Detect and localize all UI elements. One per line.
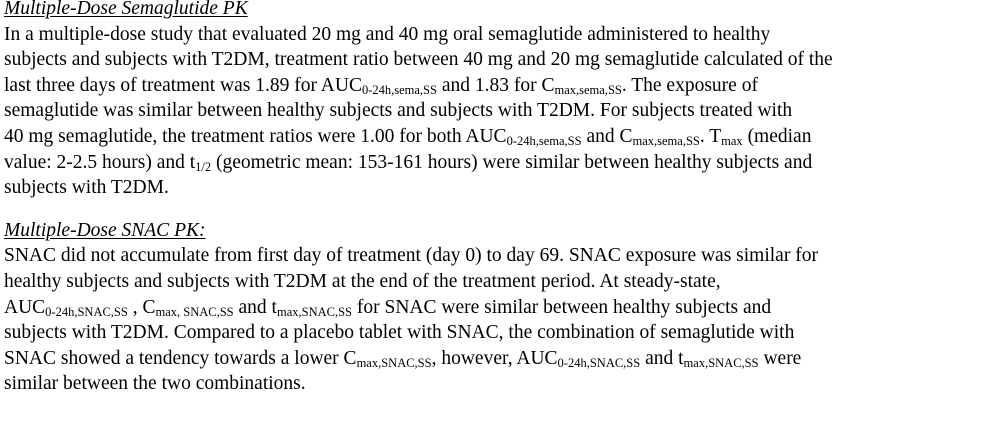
text-line: 40 mg semaglutide, the treatment ratios …: [4, 124, 984, 150]
text-line: SNAC did not accumulate from first day o…: [4, 243, 984, 269]
text-run: similar between the two combinations.: [4, 373, 306, 395]
subscript: 0-24h,sema,SS: [361, 82, 437, 97]
text-run: and C: [581, 125, 633, 147]
text-line: SNAC showed a tendency towards a lower C…: [4, 346, 984, 372]
text-line: similar between the two combinations.: [4, 371, 984, 397]
text-run: subjects with T2DM.: [4, 177, 169, 199]
text-run: semaglutide was similar between healthy …: [4, 100, 793, 122]
text-line: last three days of treatment was 1.89 fo…: [4, 73, 984, 99]
text-run: AUC: [4, 296, 46, 318]
text-run: were: [758, 347, 802, 369]
subscript: 0-24h,SNAC,SS: [45, 304, 128, 319]
subscript: max,sema,SS: [554, 82, 622, 97]
text-run: (geometric mean: 153-161 hours) were sim…: [211, 151, 813, 173]
text-line: AUC0-24h,SNAC,SS , Cmax, SNAC,SS and tma…: [4, 295, 984, 321]
text-run: 40 mg semaglutide, the treatment ratios …: [4, 125, 507, 147]
text-line: subjects with T2DM.: [4, 175, 984, 201]
text-run: (median: [742, 125, 812, 147]
subscript: 0-24h,SNAC,SS: [557, 355, 641, 370]
text-run: . The exposure of: [621, 74, 758, 96]
text-run: subjects with T2DM. Compared to a placeb…: [4, 322, 795, 344]
text-run: subjects and subjects with T2DM, treatme…: [4, 49, 833, 71]
document-page: Multiple-Dose Semaglutide PK In a multip…: [4, 0, 984, 397]
text-run: and t: [233, 296, 277, 318]
paragraph-semaglutide-pk: In a multiple-dose study that evaluated …: [4, 22, 984, 201]
subscript: 0-24h,sema,SS: [506, 133, 582, 148]
text-run: , C: [127, 296, 156, 318]
text-line: subjects with T2DM. Compared to a placeb…: [4, 320, 984, 346]
text-run: In a multiple-dose study that evaluated …: [4, 23, 771, 45]
subscript: 1/2: [195, 159, 212, 174]
text-run: , however, AUC: [431, 347, 558, 369]
section-heading-semaglutide-pk: Multiple-Dose Semaglutide PK: [4, 0, 248, 19]
text-line: subjects and subjects with T2DM, treatme…: [4, 47, 984, 73]
text-run: for SNAC were similar between healthy su…: [352, 296, 772, 318]
paragraph-spacer: [4, 201, 984, 218]
paragraph-snac-pk: SNAC did not accumulate from first day o…: [4, 243, 984, 397]
text-run: . T: [699, 125, 722, 147]
subscript: max,SNAC,SS: [683, 355, 759, 370]
section-heading-snac-pk: Multiple-Dose SNAC PK:: [4, 219, 206, 241]
text-run: last three days of treatment was 1.89 fo…: [4, 74, 362, 96]
text-run: and 1.83 for C: [436, 74, 555, 96]
subscript: max,sema,SS: [632, 133, 700, 148]
text-run: value: 2-2.5 hours) and t: [4, 151, 196, 173]
subscript: max: [721, 133, 743, 148]
text-line: In a multiple-dose study that evaluated …: [4, 22, 984, 48]
text-line: semaglutide was similar between healthy …: [4, 98, 984, 124]
text-run: SNAC showed a tendency towards a lower C: [4, 347, 357, 369]
text-line: healthy subjects and subjects with T2DM …: [4, 269, 984, 295]
subscript: max, SNAC,SS: [155, 304, 234, 319]
text-line: value: 2-2.5 hours) and t1/2 (geometric …: [4, 150, 984, 176]
text-run: SNAC did not accumulate from first day o…: [4, 245, 818, 267]
subscript: max,SNAC,SS: [276, 304, 352, 319]
subscript: max,SNAC,SS: [356, 355, 432, 370]
text-run: healthy subjects and subjects with T2DM …: [4, 270, 721, 292]
text-run: and t: [640, 347, 684, 369]
